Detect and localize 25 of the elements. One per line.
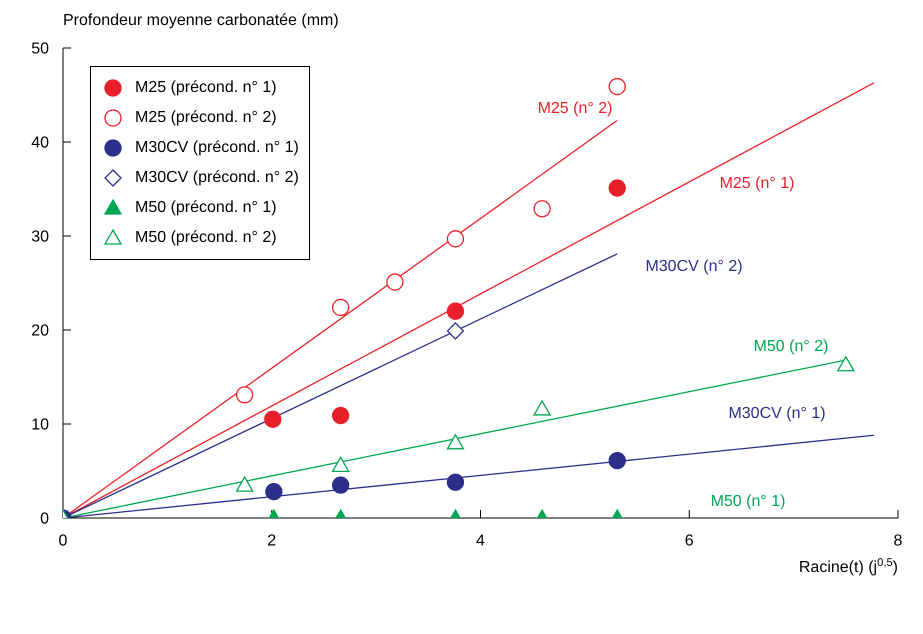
x-tick-label: 2	[267, 532, 276, 550]
y-tick-label: 0	[40, 510, 50, 528]
annotation: M50 (n° 2)	[754, 338, 828, 356]
annotation: M25 (n° 1)	[720, 175, 794, 193]
y-tick-label: 40	[31, 134, 50, 152]
y-tick-label: 30	[31, 228, 50, 246]
annotation: M50 (n° 1)	[710, 493, 786, 511]
legend-label: M30CV (précond. n° 1)	[135, 139, 299, 157]
legend-label: M25 (précond. n° 2)	[135, 109, 277, 127]
legend-label: M50 (précond. n° 1)	[135, 199, 277, 217]
x-tick-label: 8	[894, 532, 903, 550]
x-tick-label: 6	[684, 532, 694, 550]
annotation: M30CV (n° 1)	[728, 405, 826, 423]
y-axis-title: Profondeur moyenne carbonatée (mm)	[63, 12, 339, 30]
legend-label: M30CV (précond. n° 2)	[135, 169, 299, 187]
annotation: M30CV (n° 2)	[645, 258, 743, 276]
x-tick-label: 4	[476, 532, 486, 550]
y-tick-label: 20	[31, 322, 50, 340]
y-tick-label: 50	[31, 40, 50, 58]
x-tick-label: 0	[58, 532, 68, 550]
legend-label: M50 (précond. n° 2)	[135, 229, 277, 247]
annotation: M25 (n° 2)	[538, 100, 612, 118]
legend-label: M25 (précond. n° 1)	[135, 79, 277, 97]
y-tick-label: 10	[31, 416, 50, 434]
x-axis-title: Racine(t) (j$^{0,5}$)	[798, 557, 898, 576]
